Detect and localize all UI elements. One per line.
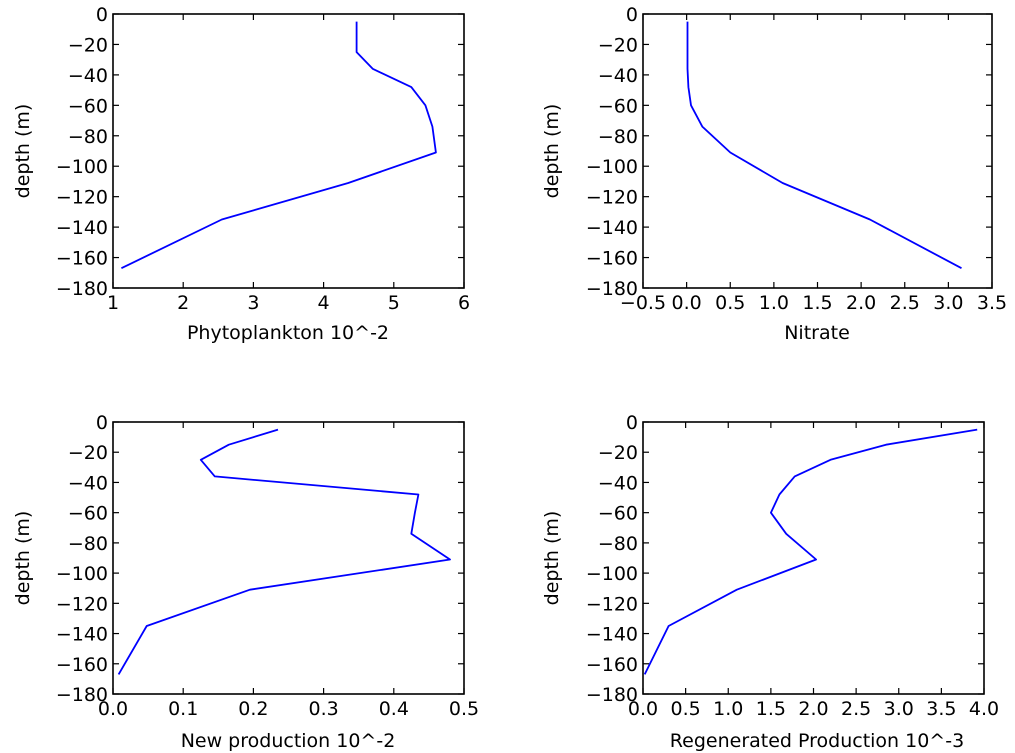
x-tick-label: 4.0: [969, 698, 999, 720]
phytoplankton-panel: Phytoplankton 10^-2 depth (m) 1 2 3 4 5 6 0 −20…: [12, 4, 470, 344]
y-tick-label: −40: [68, 65, 108, 87]
y-tick-label: −60: [598, 95, 638, 117]
x-tick-label: 0.5: [671, 698, 701, 720]
x-tick-label: 0.5: [449, 698, 479, 720]
x-tick-label: 3: [247, 292, 259, 314]
y-tick-label: −100: [586, 563, 638, 585]
y-tick-label: −180: [586, 278, 638, 300]
y-tick-label: −100: [586, 156, 638, 178]
y-tick-label: −140: [56, 217, 108, 239]
x-axis-label: Nitrate: [784, 322, 850, 344]
y-tick-label: −160: [586, 248, 638, 270]
y-tick-label: −160: [56, 654, 108, 676]
x-tick-label: 0.4: [379, 698, 409, 720]
y-tick-label: −80: [598, 533, 638, 555]
y-tick-label: −80: [598, 126, 638, 148]
x-tick-label: 1.5: [802, 292, 832, 314]
y-tick-label: −120: [586, 187, 638, 209]
y-tick-label: −180: [56, 278, 108, 300]
y-tick-label: −120: [586, 593, 638, 615]
x-tick-label: 1.0: [713, 698, 743, 720]
y-tick-label: −20: [68, 34, 108, 56]
y-axis-label: depth (m): [12, 104, 34, 199]
new-production-panel: New production 10^-2 depth (m) 0.0 0.1 0.2…: [12, 412, 479, 752]
y-tick-label: −40: [598, 65, 638, 87]
y-tick-label: −80: [68, 533, 108, 555]
x-tick-label: 2: [177, 292, 189, 314]
y-tick-label: −80: [68, 126, 108, 148]
plot-frame: [112, 421, 465, 695]
y-tick-label: −140: [586, 624, 638, 646]
x-tick-label: 1.0: [759, 292, 789, 314]
x-tick-label: 6: [458, 292, 470, 314]
y-tick-label: −40: [598, 472, 638, 494]
x-tick-label: 3.0: [933, 292, 963, 314]
y-axis-label: depth (m): [541, 104, 563, 199]
x-tick-label: 3.0: [884, 698, 914, 720]
x-tick-label: 0.0: [672, 292, 702, 314]
x-tick-label: 0.3: [308, 698, 338, 720]
y-axis-label: depth (m): [12, 511, 34, 606]
x-axis-label: Phytoplankton 10^-2: [187, 322, 389, 344]
y-tick-label: −60: [598, 503, 638, 525]
x-axis-label: New production 10^-2: [181, 730, 396, 752]
y-tick-label: −60: [68, 503, 108, 525]
x-tick-label: 1.5: [756, 698, 786, 720]
y-tick-label: −120: [56, 593, 108, 615]
x-tick-label: 2.0: [846, 292, 876, 314]
series-line: [121, 21, 437, 270]
regenerated-production-panel: Regenerated Production 10^-3 depth (m) 0…: [541, 412, 999, 752]
x-tick-label: 3.5: [926, 698, 956, 720]
y-tick-label: −180: [56, 684, 108, 706]
y-tick-label: 0: [626, 4, 638, 26]
x-tick-label: 0.5: [715, 292, 745, 314]
y-axis-label: depth (m): [541, 511, 563, 606]
x-tick-label: 3.5: [977, 292, 1007, 314]
x-tick-label: 4: [318, 292, 330, 314]
y-tick-label: 0: [96, 4, 108, 26]
x-tick-label: −0.5: [620, 292, 666, 314]
x-tick-label: 2.5: [841, 698, 871, 720]
y-tick-label: −20: [68, 442, 108, 464]
x-tick-label: 0.2: [238, 698, 268, 720]
x-tick-label: 2.5: [890, 292, 920, 314]
nitrate-panel: Nitrate depth (m) −0.5 0.0 0.5 1.0 1.5 2.0 2.5…: [541, 4, 1007, 344]
y-tick-label: −160: [56, 248, 108, 270]
y-tick-label: −160: [586, 654, 638, 676]
y-tick-label: −120: [56, 187, 108, 209]
y-tick-label: −100: [56, 156, 108, 178]
y-tick-label: 0: [96, 412, 108, 434]
series-line: [643, 428, 978, 675]
x-tick-label: 1: [107, 292, 119, 314]
x-tick-label: 0.1: [168, 698, 198, 720]
x-tick-label: 2.0: [798, 698, 828, 720]
y-tick-label: −100: [56, 563, 108, 585]
y-tick-label: −60: [68, 95, 108, 117]
y-tick-label: −140: [56, 624, 108, 646]
y-tick-label: −40: [68, 472, 108, 494]
series-line: [686, 21, 962, 269]
y-tick-label: −140: [586, 217, 638, 239]
y-tick-label: −20: [598, 34, 638, 56]
y-tick-label: 0: [626, 412, 638, 434]
x-tick-label: 5: [388, 292, 400, 314]
series-line: [117, 428, 451, 675]
y-tick-label: −20: [598, 442, 638, 464]
y-tick-label: −180: [586, 684, 638, 706]
x-tick-label: 0.0: [628, 698, 658, 720]
plot-frame: [112, 13, 465, 289]
x-tick-label: 0.0: [98, 698, 128, 720]
x-axis-label: Regenerated Production 10^-3: [670, 730, 964, 752]
